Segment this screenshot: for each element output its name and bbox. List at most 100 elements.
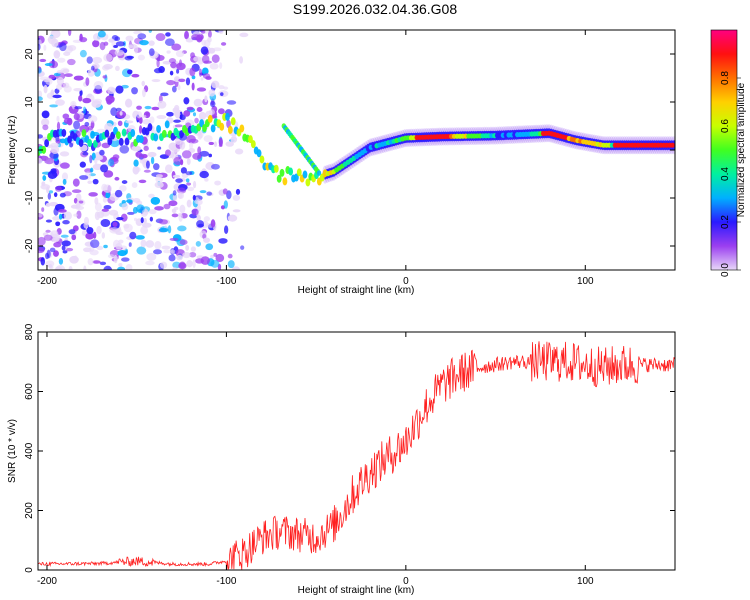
spectrogram-noise-cell <box>138 179 147 184</box>
spectrogram-noise-cell <box>214 180 221 186</box>
spectrogram-noise-cell <box>144 105 152 110</box>
spectrogram-noise-cell <box>173 119 181 123</box>
spectrogram-ridge-cell <box>118 137 124 146</box>
spectrogram-noise-cell <box>115 231 124 236</box>
spectrogram-noise-cell <box>125 264 133 270</box>
spectrogram-noise-cell <box>198 111 207 120</box>
spectrogram-noise-cell <box>142 118 151 125</box>
spectrogram-noise-cell <box>128 44 134 49</box>
spectrogram-noise-cell <box>196 220 205 228</box>
spectrogram-noise-cell <box>196 106 203 113</box>
spectrogram-noise-cell <box>154 240 162 250</box>
spectrogram-noise-cell <box>204 95 208 103</box>
spectrogram-noise-cell <box>38 96 43 101</box>
spectrogram-content <box>38 30 675 270</box>
spectrogram-noise-cell <box>153 249 162 255</box>
spectrogram-noise-cell <box>68 229 76 235</box>
spectrogram-noise-cell <box>79 49 87 58</box>
spectrogram-noise-cell <box>114 49 125 56</box>
spectrogram-ridge-cell <box>248 135 253 144</box>
spectrogram-ridge-cell <box>115 131 121 140</box>
spectrogram-noise-cell <box>43 44 47 51</box>
spectrogram-noise-cell <box>62 178 67 185</box>
spectrogram-noise-cell <box>116 217 124 221</box>
spectrogram-ridge-cell <box>276 174 282 183</box>
spectrogram-noise-cell <box>117 120 123 127</box>
spectrogram-noise-cell <box>96 155 104 161</box>
spectrogram-noise-cell <box>186 199 192 208</box>
spectrogram-noise-cell <box>155 174 163 178</box>
spectrogram-noise-cell <box>61 245 66 251</box>
spectrogram-noise-cell <box>192 112 197 117</box>
spectrogram-noise-cell <box>87 180 93 185</box>
spectrogram-noise-cell <box>91 100 102 108</box>
spectrogram-noise-cell <box>118 239 124 244</box>
spectrogram-noise-cell <box>79 89 83 96</box>
spectrogram-noise-cell <box>157 146 162 150</box>
spectrogram-noise-cell <box>131 145 142 152</box>
spectrogram-noise-cell <box>71 234 77 241</box>
spectrogram-noise-cell <box>73 255 78 263</box>
spectrogram-noise-cell <box>48 264 53 269</box>
spectrogram-noise-cell <box>148 30 152 34</box>
spectrogram-noise-cell <box>218 238 228 244</box>
spectrogram-ridge-cell <box>124 137 130 146</box>
spectrogram-noise-cell <box>148 193 155 199</box>
spectrogram-ridge-cell <box>230 117 236 126</box>
snr-y-label: SNR (10 * v/v) <box>7 419 18 483</box>
spectrogram-noise-cell <box>189 142 194 150</box>
spectrogram-noise-cell <box>136 111 143 119</box>
spectrogram-noise-cell <box>231 134 237 140</box>
spectrogram-noise-cell <box>158 66 165 74</box>
spectrogram-noise-cell <box>210 259 220 268</box>
spectrogram-noise-cell <box>115 41 126 47</box>
y-tick-label: 200 <box>24 502 35 519</box>
spectrogram-noise-cell <box>100 218 111 228</box>
spectrogram-ridge-cell <box>202 124 207 133</box>
spectrogram-noise-cell <box>85 232 95 240</box>
spectrogram-noise-cell <box>234 148 244 155</box>
spectrogram-noise-cell <box>136 105 142 110</box>
spectrogram-noise-cell <box>137 33 147 40</box>
spectrogram-noise-cell <box>104 122 114 132</box>
spectrogram-noise-cell <box>185 77 191 86</box>
spectrogram-noise-cell <box>103 63 113 70</box>
spectrogram-noise-cell <box>203 60 212 64</box>
spectrogram-noise-cell <box>124 98 133 108</box>
spectrogram-noise-cell <box>224 225 229 234</box>
spectrogram-noise-cell <box>90 65 95 71</box>
spectrogram-noise-cell <box>206 191 212 196</box>
spectrogram-noise-cell <box>180 167 187 174</box>
spectrogram-noise-cell <box>87 258 94 266</box>
spectrogram-noise-cell <box>178 59 183 67</box>
spectrogram-noise-cell <box>172 107 180 113</box>
snr-panel: -200 -100 0 100 0 200 400 600 800 Height of str… <box>7 323 676 596</box>
spectrogram-noise-cell <box>46 249 51 259</box>
spectrogram-noise-cell <box>192 259 196 269</box>
spectrogram-noise-cell <box>141 154 148 159</box>
spectrogram-noise-cell <box>192 194 196 201</box>
spectrogram-noise-cell <box>143 145 149 151</box>
spectrogram-noise-cell <box>227 214 238 222</box>
spectrogram-noise-cell <box>126 199 133 204</box>
spectrogram-noise-cell <box>136 246 147 255</box>
spectrogram-noise-cell <box>201 67 209 75</box>
spectrogram-noise-cell <box>82 97 92 104</box>
spectrogram-noise-cell <box>142 159 147 163</box>
spectrogram-noise-cell <box>159 261 168 269</box>
spectrogram-noise-cell <box>71 102 76 110</box>
spectrogram-noise-cell <box>165 32 171 37</box>
spectrogram-noise-cell <box>50 230 59 238</box>
spectrogram-noise-cell <box>167 225 172 234</box>
spectrogram-noise-cell <box>52 216 61 221</box>
spectrogram-noise-cell <box>73 75 84 81</box>
spectrogram-noise-cell <box>178 262 187 270</box>
spectrogram-noise-cell <box>192 152 202 160</box>
snr-y-ticks: 0 200 400 600 800 <box>24 323 675 573</box>
spectrogram-noise-cell <box>90 167 94 173</box>
spectrogram-noise-cell <box>183 110 191 117</box>
spectrogram-noise-cell <box>204 177 209 182</box>
spectrogram-noise-cell <box>178 78 186 83</box>
spectrogram-noise-cell <box>132 198 141 203</box>
